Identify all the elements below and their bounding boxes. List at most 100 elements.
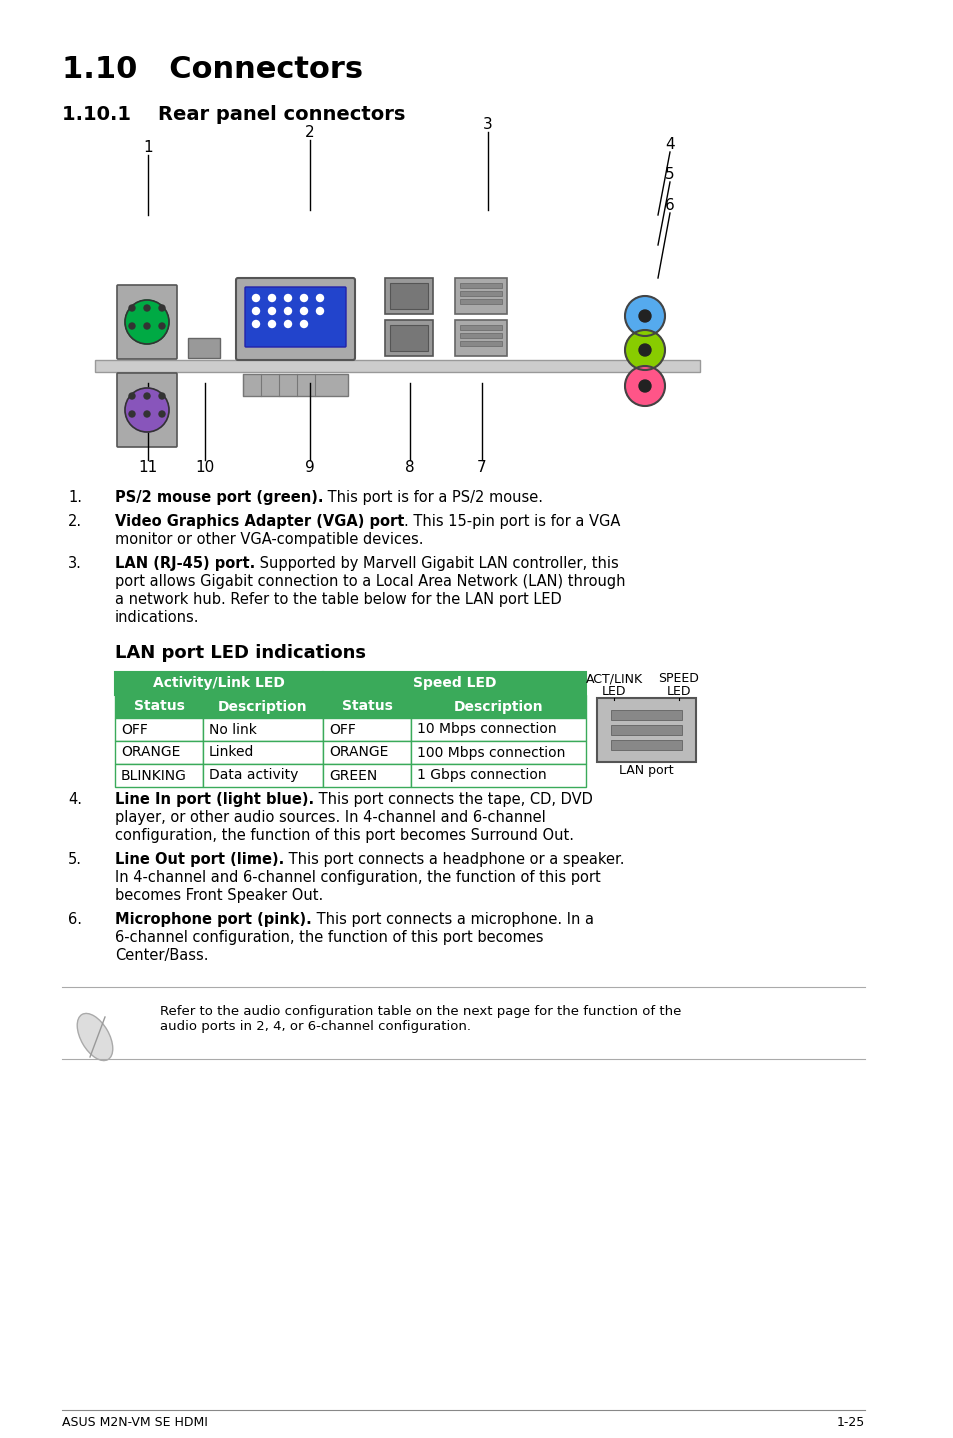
Text: 8: 8 xyxy=(405,460,415,475)
Text: configuration, the function of this port becomes Surround Out.: configuration, the function of this port… xyxy=(115,828,574,843)
Text: 1.: 1. xyxy=(68,490,82,505)
Bar xyxy=(390,325,428,351)
Text: ACT/LINK: ACT/LINK xyxy=(585,672,642,684)
Circle shape xyxy=(253,308,259,315)
Circle shape xyxy=(284,308,292,315)
Circle shape xyxy=(253,321,259,328)
Bar xyxy=(115,718,203,741)
Circle shape xyxy=(284,321,292,328)
Bar xyxy=(610,725,681,735)
Text: OFF: OFF xyxy=(121,722,148,736)
Circle shape xyxy=(268,308,275,315)
Bar xyxy=(411,718,585,741)
FancyBboxPatch shape xyxy=(597,697,696,762)
Text: PS/2 mouse port (green).: PS/2 mouse port (green). xyxy=(115,490,323,505)
Text: Data activity: Data activity xyxy=(209,768,298,782)
Text: LAN port: LAN port xyxy=(618,764,673,777)
Circle shape xyxy=(639,380,650,393)
Text: LAN port LED indications: LAN port LED indications xyxy=(115,644,366,661)
Text: 1 Gbps connection: 1 Gbps connection xyxy=(416,768,546,782)
Bar xyxy=(459,290,501,296)
Text: This port connects the tape, CD, DVD: This port connects the tape, CD, DVD xyxy=(314,792,593,807)
Circle shape xyxy=(300,321,307,328)
Circle shape xyxy=(316,295,323,302)
Text: 10: 10 xyxy=(195,460,214,475)
Text: Status: Status xyxy=(341,699,392,713)
Text: Description: Description xyxy=(218,699,308,713)
Circle shape xyxy=(129,324,135,329)
Text: 4: 4 xyxy=(664,137,674,152)
Bar xyxy=(459,325,501,329)
Text: becomes Front Speaker Out.: becomes Front Speaker Out. xyxy=(115,889,323,903)
Text: a network hub. Refer to the table below for the LAN port LED: a network hub. Refer to the table below … xyxy=(115,592,561,607)
Bar xyxy=(115,695,203,718)
Text: 1-25: 1-25 xyxy=(836,1416,864,1429)
Text: Linked: Linked xyxy=(209,745,254,759)
Bar xyxy=(411,764,585,787)
Text: 2.: 2. xyxy=(68,513,82,529)
Circle shape xyxy=(624,367,664,406)
Bar xyxy=(459,334,501,338)
Circle shape xyxy=(639,311,650,322)
Text: 5.: 5. xyxy=(68,851,82,867)
Bar xyxy=(115,741,203,764)
Text: ORANGE: ORANGE xyxy=(329,745,388,759)
Text: BLINKING: BLINKING xyxy=(121,768,187,782)
Bar xyxy=(188,338,220,358)
Text: 1.10.1    Rear panel connectors: 1.10.1 Rear panel connectors xyxy=(62,105,405,124)
FancyBboxPatch shape xyxy=(117,285,177,360)
Circle shape xyxy=(125,388,169,431)
Circle shape xyxy=(639,344,650,357)
Bar xyxy=(323,764,411,787)
Text: 6.: 6. xyxy=(68,912,82,928)
Bar xyxy=(115,764,203,787)
Text: 1.10   Connectors: 1.10 Connectors xyxy=(62,55,363,83)
Circle shape xyxy=(253,295,259,302)
Bar xyxy=(385,278,433,313)
Bar xyxy=(455,278,506,313)
Circle shape xyxy=(159,411,165,417)
Bar xyxy=(323,695,411,718)
Text: LED: LED xyxy=(601,684,625,697)
Circle shape xyxy=(129,411,135,417)
Text: 2: 2 xyxy=(305,125,314,139)
Bar xyxy=(95,360,700,372)
Bar xyxy=(455,321,506,357)
Text: Description: Description xyxy=(454,699,543,713)
Circle shape xyxy=(159,305,165,311)
Bar xyxy=(459,341,501,347)
Bar xyxy=(203,741,323,764)
Text: player, or other audio sources. In 4-channel and 6-channel: player, or other audio sources. In 4-cha… xyxy=(115,810,545,825)
Circle shape xyxy=(144,393,150,398)
Text: indications.: indications. xyxy=(115,610,199,626)
Circle shape xyxy=(624,296,664,336)
Text: LED: LED xyxy=(666,684,691,697)
Text: ORANGE: ORANGE xyxy=(121,745,180,759)
Text: Line In port (light blue).: Line In port (light blue). xyxy=(115,792,314,807)
Text: SPEED: SPEED xyxy=(658,672,699,684)
Text: OFF: OFF xyxy=(329,722,355,736)
Circle shape xyxy=(284,295,292,302)
Text: 7: 7 xyxy=(476,460,486,475)
Bar xyxy=(203,718,323,741)
Text: Line Out port (lime).: Line Out port (lime). xyxy=(115,851,284,867)
Circle shape xyxy=(129,305,135,311)
Text: Microphone port (pink).: Microphone port (pink). xyxy=(115,912,312,928)
Bar xyxy=(610,710,681,720)
Circle shape xyxy=(268,295,275,302)
Bar xyxy=(610,741,681,751)
Circle shape xyxy=(125,301,169,344)
Text: ASUS M2N-VM SE HDMI: ASUS M2N-VM SE HDMI xyxy=(62,1416,208,1429)
Bar xyxy=(411,695,585,718)
Circle shape xyxy=(316,308,323,315)
Text: 6: 6 xyxy=(664,198,674,213)
FancyBboxPatch shape xyxy=(235,278,355,360)
Text: 3: 3 xyxy=(482,116,493,132)
Bar xyxy=(323,672,585,695)
Text: 10 Mbps connection: 10 Mbps connection xyxy=(416,722,556,736)
Text: monitor or other VGA-compatible devices.: monitor or other VGA-compatible devices. xyxy=(115,532,423,546)
Text: This port connects a headphone or a speaker.: This port connects a headphone or a spea… xyxy=(284,851,624,867)
Text: Center/Bass.: Center/Bass. xyxy=(115,948,209,963)
Text: Supported by Marvell Gigabit LAN controller, this: Supported by Marvell Gigabit LAN control… xyxy=(255,557,618,571)
Ellipse shape xyxy=(77,1014,112,1061)
